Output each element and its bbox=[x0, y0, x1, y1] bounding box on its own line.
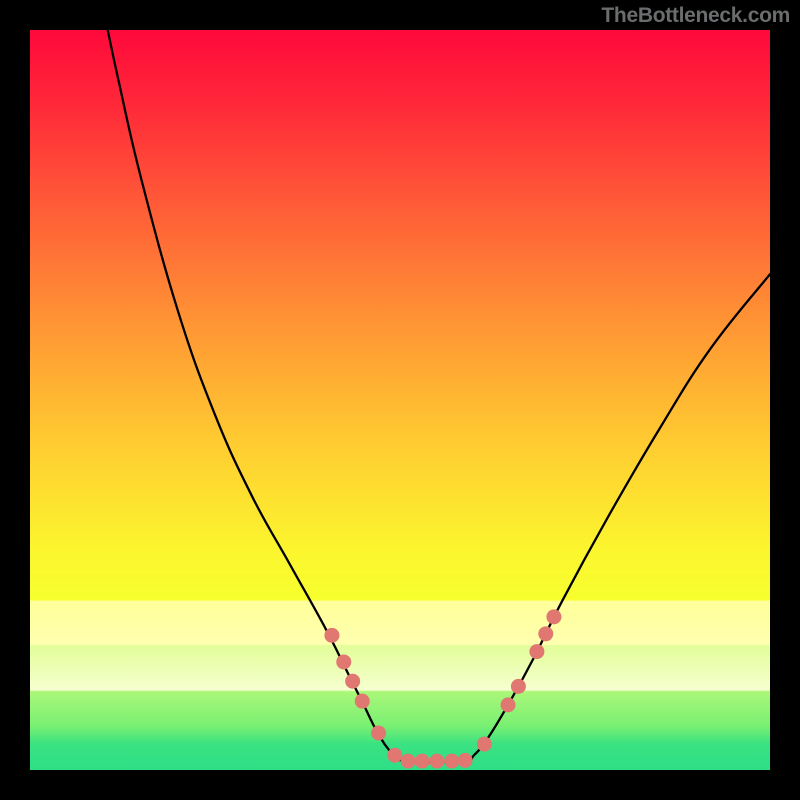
data-marker bbox=[511, 679, 526, 694]
data-marker bbox=[546, 609, 561, 624]
chart-gradient-bg bbox=[30, 30, 770, 770]
data-marker bbox=[324, 628, 339, 643]
data-marker bbox=[477, 737, 492, 752]
data-marker bbox=[336, 654, 351, 669]
data-marker bbox=[387, 748, 402, 763]
watermark-text: TheBottleneck.com bbox=[601, 4, 790, 28]
data-marker bbox=[415, 754, 430, 769]
data-marker bbox=[430, 754, 445, 769]
data-marker bbox=[529, 644, 544, 659]
data-marker bbox=[371, 726, 386, 741]
data-marker bbox=[538, 626, 553, 641]
data-marker bbox=[401, 754, 416, 769]
data-marker bbox=[501, 697, 516, 712]
data-marker bbox=[458, 753, 473, 768]
data-marker bbox=[345, 674, 360, 689]
chart-container: TheBottleneck.com bbox=[0, 0, 800, 800]
bottleneck-chart bbox=[0, 0, 800, 800]
data-marker bbox=[355, 694, 370, 709]
data-marker bbox=[444, 754, 459, 769]
